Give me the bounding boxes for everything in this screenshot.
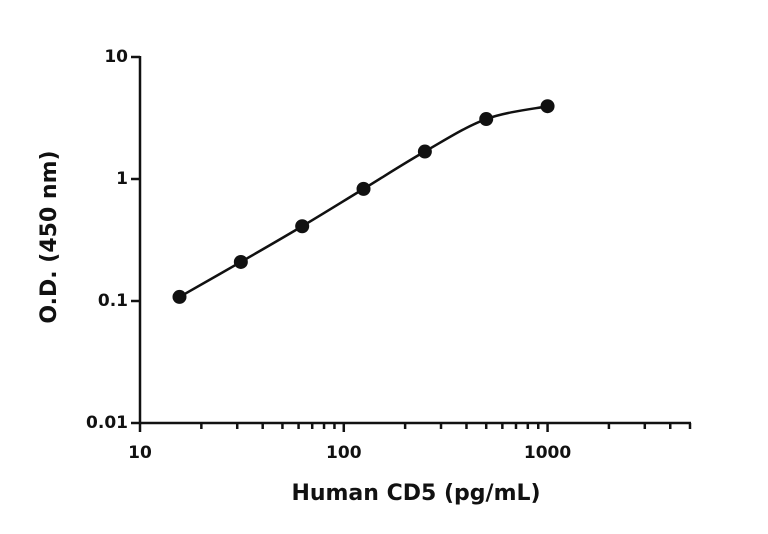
data-point [356, 181, 371, 196]
data-point [233, 254, 248, 269]
y-tick-label: 10 [104, 47, 128, 67]
y-axis-title: O.D. (450 nm) [37, 150, 62, 323]
fit-curve [178, 104, 548, 299]
y-tick-label: 0.01 [86, 413, 128, 433]
x-tick-label: 1000 [524, 443, 571, 463]
data-point [540, 99, 555, 114]
x-axis-title: Human CD5 (pg/mL) [291, 481, 540, 506]
data-point [479, 112, 494, 127]
data-point [295, 219, 310, 234]
x-tick-label: 10 [128, 443, 152, 463]
x-tick-label: 100 [326, 443, 362, 463]
data-point [172, 289, 187, 304]
data-point [417, 144, 432, 159]
y-tick-label: 0.1 [98, 291, 128, 311]
y-tick-label: 1 [116, 169, 128, 189]
